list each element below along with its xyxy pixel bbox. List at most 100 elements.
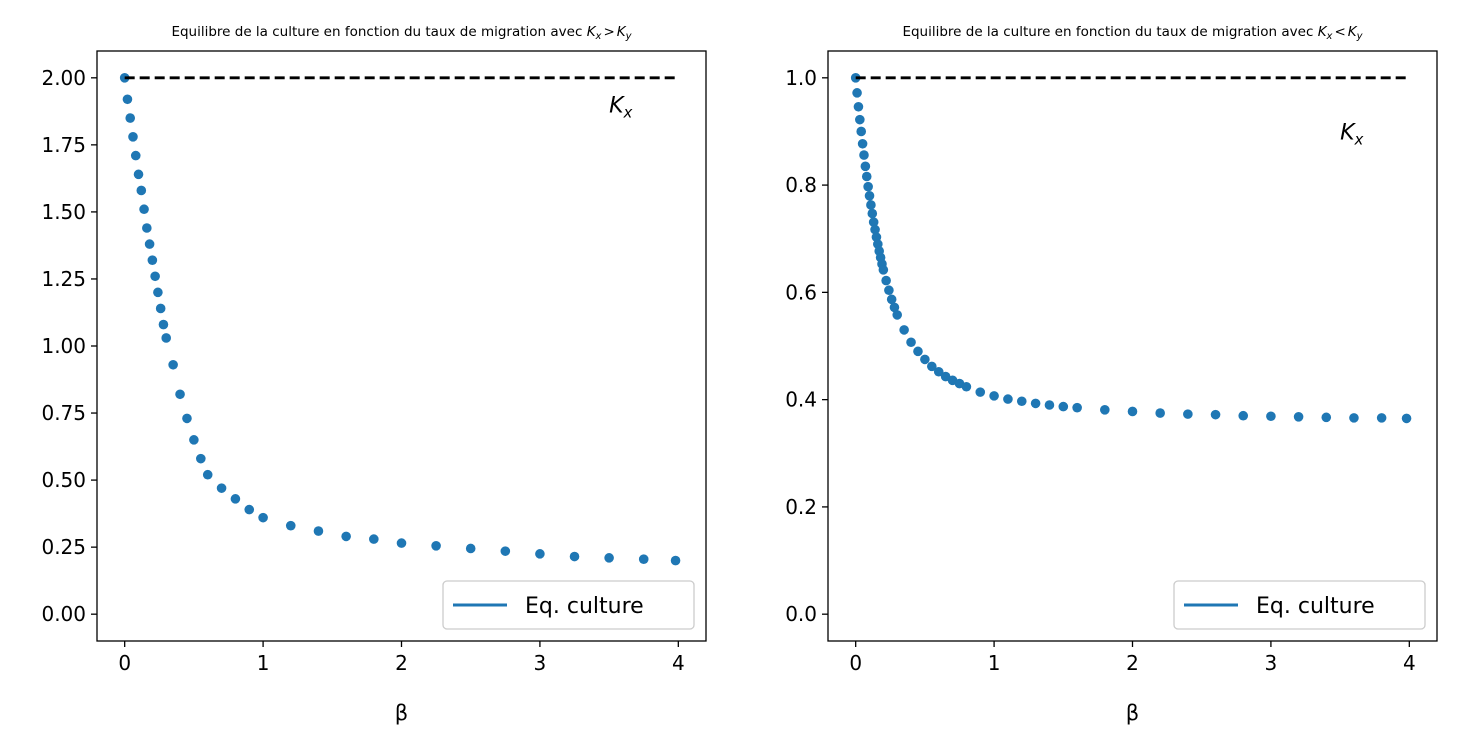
data-point <box>500 546 511 556</box>
y-tick-label: 0.2 <box>785 495 817 519</box>
x-tick-label: 4 <box>672 651 685 675</box>
data-point <box>850 73 861 83</box>
x-tick-label: 2 <box>1126 651 1139 675</box>
data-point <box>569 551 580 562</box>
title-part-k2: K <box>617 24 627 40</box>
data-point <box>884 285 894 296</box>
data-point <box>230 494 241 504</box>
x-tick-label: 0 <box>118 651 131 675</box>
data-point <box>153 287 163 298</box>
chart-left: Equilibre de la culture en fonction du t… <box>41 24 707 725</box>
data-point <box>244 504 255 515</box>
data-point <box>175 389 185 400</box>
y-tick-label: 1.25 <box>41 267 86 291</box>
title-part-s1: x <box>1326 31 1333 42</box>
annotation-base: K <box>1340 120 1356 145</box>
data-point <box>1401 413 1412 424</box>
y-tick-label: 1.75 <box>41 133 86 157</box>
data-point <box>638 554 649 564</box>
legend-label: Eq. culture <box>525 594 644 619</box>
data-point <box>1127 406 1138 417</box>
annotation-sub: x <box>1354 130 1364 148</box>
data-point <box>1030 398 1041 409</box>
data-point <box>396 538 407 548</box>
legend: Eq. culture <box>442 580 695 630</box>
y-tick-label: 1.00 <box>41 334 86 358</box>
data-point <box>136 185 147 196</box>
chart-title: Equilibre de la culture en fonction du t… <box>902 24 1363 42</box>
y-tick-label: 0.50 <box>41 468 86 492</box>
data-point <box>119 73 130 83</box>
data-point <box>1155 408 1165 418</box>
data-point <box>892 310 902 320</box>
x-tick-label: 3 <box>1265 651 1278 675</box>
y-tick-label: 0.8 <box>785 173 817 197</box>
y-tick-label: 1.0 <box>785 66 817 90</box>
annotation-label: Kx <box>1340 120 1363 148</box>
y-tick-label: 0.75 <box>41 401 86 425</box>
title-part-op: > <box>603 24 614 40</box>
data-point <box>182 413 192 424</box>
data-point <box>258 512 268 523</box>
x-axis-label: β <box>395 701 408 725</box>
data-point <box>341 531 351 542</box>
data-point <box>1210 409 1221 420</box>
data-point <box>989 391 999 401</box>
data-point <box>670 555 681 566</box>
data-point <box>853 101 864 112</box>
y-tick-label: 0.6 <box>785 280 817 304</box>
data-point <box>1100 405 1110 415</box>
data-point <box>857 138 868 149</box>
data-point <box>855 114 865 125</box>
data-point <box>868 217 879 227</box>
title-part-k1: K <box>1318 24 1328 40</box>
data-point <box>1238 410 1249 421</box>
data-point <box>1293 412 1304 422</box>
x-axis-label: β <box>1126 701 1139 725</box>
data-point <box>128 132 138 142</box>
axes-frame <box>96 50 707 642</box>
data-point <box>860 161 871 172</box>
legend-box <box>442 580 695 630</box>
title-part-s1: x <box>595 31 602 42</box>
data-point <box>864 191 875 201</box>
annotation-sub: x <box>623 104 633 122</box>
data-point <box>431 541 441 551</box>
title-part-k1: K <box>587 24 597 40</box>
data-point <box>870 224 880 235</box>
y-tick-label: 0.25 <box>41 535 86 559</box>
data-point <box>1044 400 1055 410</box>
data-point <box>130 150 141 161</box>
data-point <box>158 319 169 330</box>
data-point <box>859 150 869 160</box>
data-point <box>1058 401 1069 412</box>
data-point <box>913 346 923 357</box>
x-tick-label: 1 <box>257 651 270 675</box>
series-points <box>850 73 1412 424</box>
y-tick-label: 2.00 <box>41 66 86 90</box>
data-point <box>150 271 160 282</box>
data-point <box>202 469 213 480</box>
chart-right: Equilibre de la culture en fonction du t… <box>785 24 1438 725</box>
data-point <box>122 94 133 105</box>
data-point <box>886 294 897 305</box>
data-point <box>189 435 199 445</box>
data-point <box>867 208 878 219</box>
y-tick-label: 0.0 <box>785 602 817 626</box>
x-tick-label: 1 <box>988 651 1001 675</box>
data-point <box>196 453 206 464</box>
legend: Eq. culture <box>1173 580 1426 630</box>
data-point <box>168 359 178 370</box>
data-point <box>1321 412 1332 423</box>
title-part-prefix: Equilibre de la culture en fonction du t… <box>171 24 586 40</box>
data-point <box>133 169 144 180</box>
data-point <box>861 171 872 182</box>
data-point <box>852 88 862 98</box>
data-point <box>866 200 876 210</box>
title-part-prefix: Equilibre de la culture en fonction du t… <box>902 24 1317 40</box>
data-point <box>142 223 152 233</box>
data-point <box>1376 413 1387 423</box>
data-point <box>1072 402 1082 413</box>
data-point <box>285 520 296 531</box>
